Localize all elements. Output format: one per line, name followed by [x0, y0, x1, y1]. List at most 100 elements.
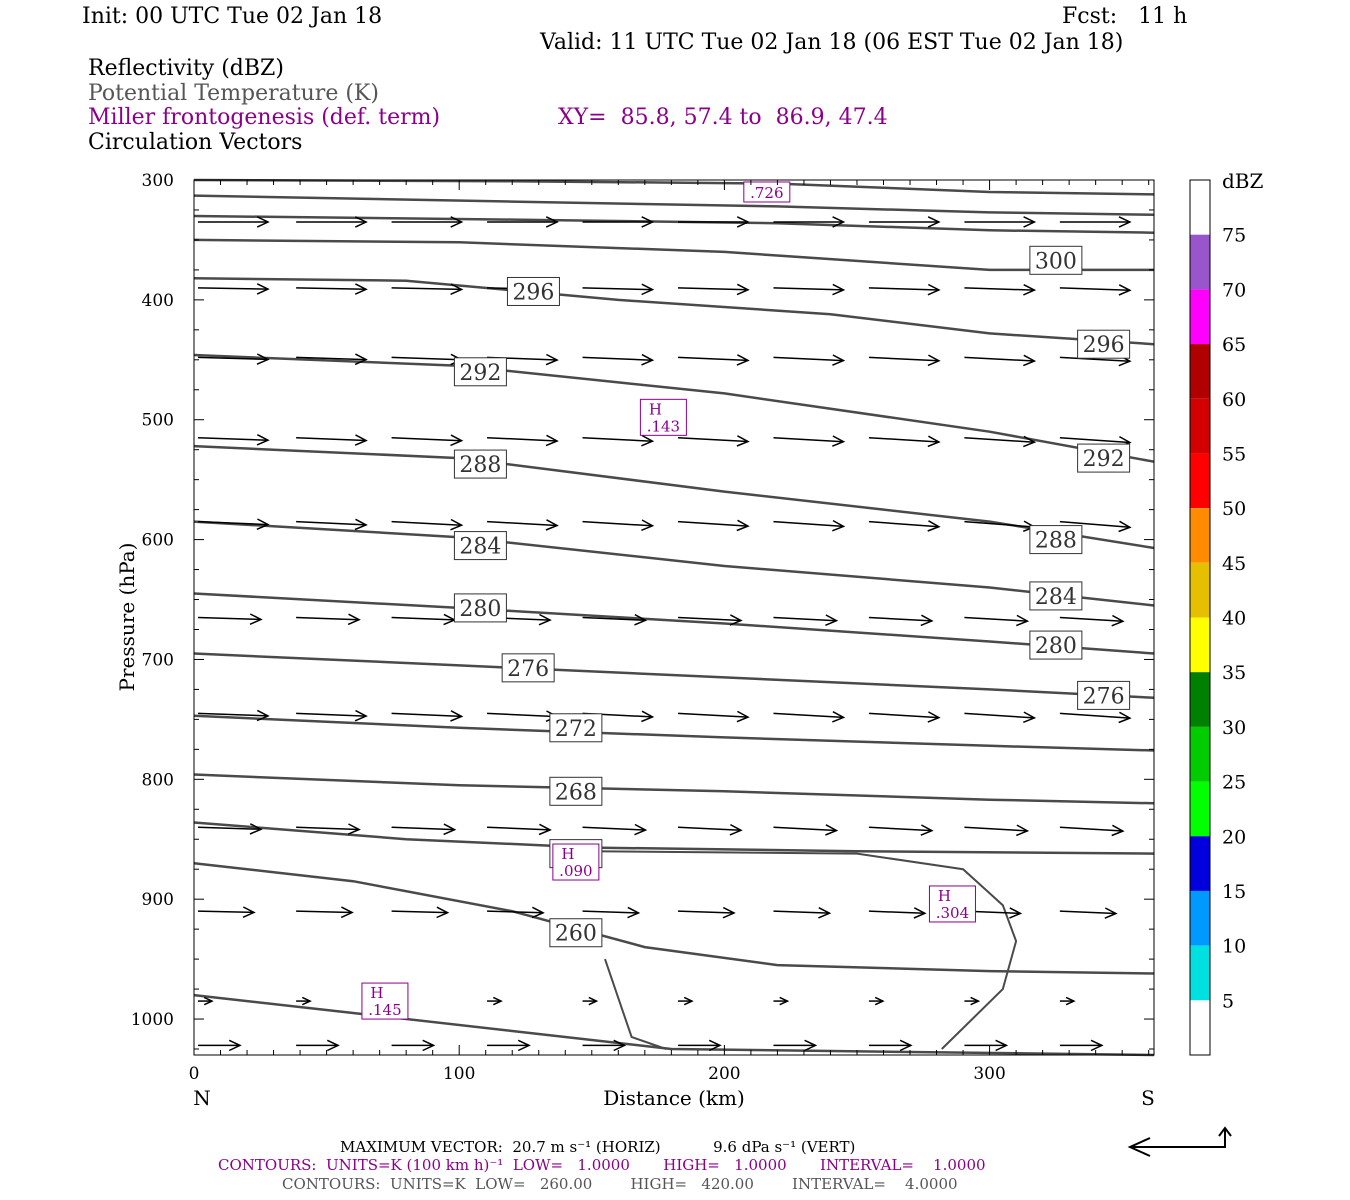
colorbar-swatch: [1190, 1000, 1210, 1055]
vector-arrowhead: [256, 283, 270, 295]
colorbar-level-label: 10: [1222, 936, 1246, 958]
colorbar-swatch: [1190, 508, 1210, 563]
y-tick-label: 600: [142, 531, 174, 551]
vector-arrowhead: [450, 434, 464, 447]
theta-label-box: [549, 776, 603, 806]
vector-arrowhead: [641, 283, 655, 296]
colorbar-swatch: [1190, 945, 1210, 1001]
colorbar-level-label: 50: [1222, 498, 1246, 520]
vector-arrowhead: [256, 216, 270, 228]
vector-arrowhead: [641, 710, 655, 723]
theta-label-box: [453, 531, 507, 561]
circulation-vector: [964, 436, 1035, 443]
circulation-vector: [391, 712, 462, 718]
vector-arrowhead: [641, 434, 655, 447]
circulation-vector: [391, 436, 462, 442]
vector-arrowhead: [1023, 216, 1037, 228]
fronto-max-box: [639, 398, 687, 436]
vector-arrowhead: [736, 435, 750, 447]
circulation-vector: [487, 436, 558, 442]
theta-label-box: [453, 593, 507, 623]
circulation-vector: [487, 910, 544, 914]
colorbar-level-label: 35: [1222, 662, 1246, 684]
circulation-vector: [582, 910, 639, 914]
circulation-vector: [391, 356, 462, 361]
theta-contour: [193, 277, 1155, 346]
vector-arrowhead: [1023, 284, 1037, 296]
vector-arrowhead: [729, 614, 743, 626]
vector-arrowhead: [832, 354, 846, 366]
circulation-vector: [964, 616, 1028, 622]
max-vector-note: MAXIMUM VECTOR: 20.7 m s⁻¹ (HORIZ) 9.6 d…: [340, 1138, 856, 1156]
circulation-vector: [1059, 712, 1130, 719]
vector-arrowhead: [228, 1039, 242, 1052]
circulation-vector: [1059, 616, 1123, 623]
theta-contour: [193, 821, 1155, 855]
circulation-vector: [391, 910, 448, 914]
colorbar-level-label: 70: [1222, 279, 1246, 301]
circulation-vector: [197, 287, 269, 290]
theta-label-box: [1077, 680, 1131, 710]
circulation-vector: [677, 826, 742, 832]
colorbar-swatch: [1190, 398, 1210, 454]
colorbar-level-label: 20: [1222, 826, 1246, 848]
circulation-vector: [296, 520, 367, 526]
circulation-vector: [964, 356, 1035, 362]
vector-arrowhead: [347, 823, 361, 835]
theta-contour: [193, 592, 1155, 655]
vector-arrowhead: [832, 283, 846, 296]
circulation-vector: [868, 356, 939, 362]
vector-arrowhead: [722, 906, 736, 919]
vector-arrowhead: [634, 614, 648, 626]
theta-contour: [193, 714, 1155, 752]
colorbar-level-label: 75: [1222, 225, 1246, 247]
vector-arrowhead: [450, 710, 464, 722]
vector-arrowhead: [347, 613, 361, 626]
vector-arrowhead: [242, 906, 256, 918]
vector-arrowhead: [970, 996, 981, 1006]
circulation-vector: [1059, 520, 1130, 529]
colorbar-swatch: [1190, 781, 1210, 837]
circulation-vector: [964, 520, 1035, 528]
init-time: Init: 00 UTC Tue 02 Jan 18: [82, 4, 383, 29]
vector-arrowhead: [256, 434, 270, 446]
vector-arrowhead: [920, 824, 934, 836]
vector-arrowhead: [1016, 614, 1030, 627]
vector-arrowhead: [545, 434, 559, 447]
theta-contour-label: 296: [1083, 333, 1125, 358]
circulation-vector: [868, 520, 939, 528]
fronto-contour-note: CONTOURS: UNITS=K (100 km h)⁻¹ LOW= 1.00…: [218, 1156, 986, 1174]
vector-arrowhead: [1009, 907, 1023, 919]
vector-arrowhead: [832, 435, 846, 447]
theta-label-box: [1029, 581, 1083, 611]
fronto-max-label: H: [649, 400, 662, 418]
circulation-vector: [677, 436, 749, 443]
theta-contour-label: 272: [555, 717, 597, 742]
theta-label-box: [1077, 329, 1131, 359]
colorbar-swatch: [1190, 180, 1210, 235]
vector-arrowhead: [736, 216, 750, 228]
colorbar-level-label: 55: [1222, 443, 1246, 465]
circulation-vector: [964, 287, 1035, 291]
circulation-vector: [677, 520, 749, 527]
vector-arrowhead: [588, 996, 599, 1006]
theta-contour: [193, 178, 1155, 196]
colorbar-level-label: 65: [1222, 334, 1246, 356]
circulation-vector: [1059, 826, 1123, 832]
theta-label-box: [1029, 525, 1083, 555]
circulation-vector: [487, 712, 558, 718]
x-end-label-left: N: [193, 1086, 211, 1110]
theta-contour-label: 300: [1035, 249, 1077, 274]
theta-contour-label: 260: [555, 922, 597, 947]
y-axis-label: Pressure (hPa): [115, 543, 139, 692]
theta-label-box: [501, 653, 555, 683]
vector-arrowhead: [1118, 216, 1132, 228]
vector-arrowhead: [326, 1039, 340, 1052]
theta-contour: [193, 444, 1155, 550]
theta-contour-label: 284: [1035, 585, 1077, 610]
colorbar-title: dBZ: [1222, 169, 1264, 193]
vector-arrowhead: [203, 996, 214, 1006]
vector-arrowhead: [436, 906, 450, 919]
circulation-vector: [197, 356, 269, 361]
vector-arrowhead: [729, 823, 743, 836]
